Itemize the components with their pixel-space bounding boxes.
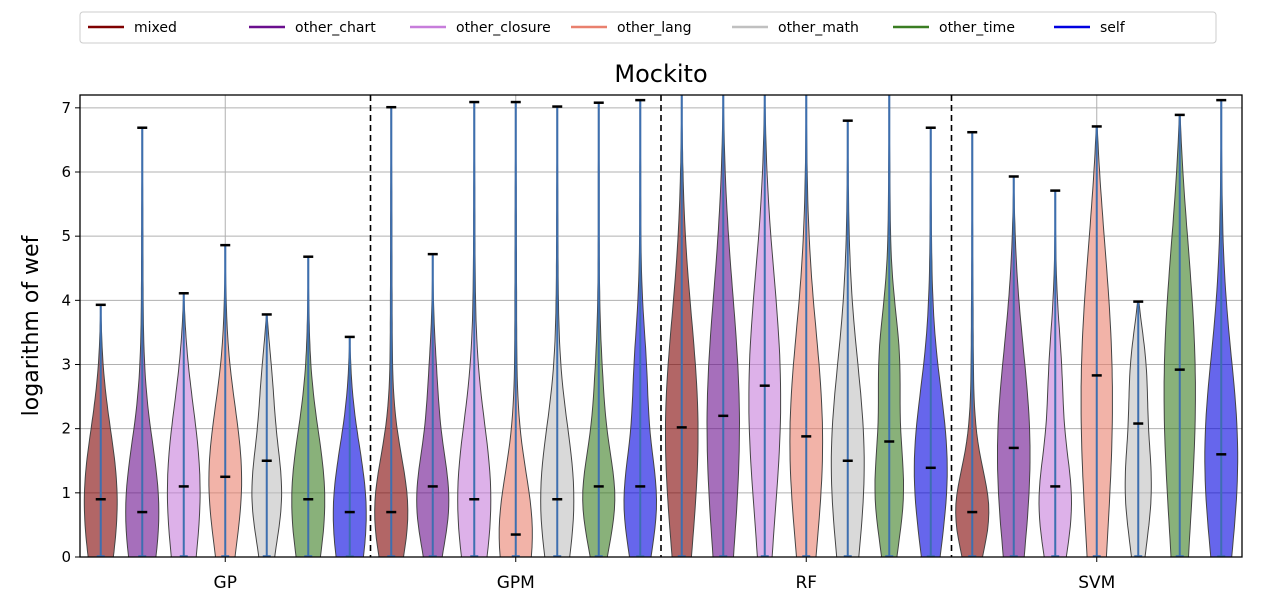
legend-item-other_closure: other_closure [410,20,551,36]
violin-other_chart-svm [997,175,1031,558]
violin-other_closure-rf [748,94,782,558]
chart-title: Mockito [614,60,707,88]
y-axis-label: logarithm of wef [19,234,44,416]
legend: mixed other_chart other_closure other_lang o… [79,11,1217,44]
violin-other_math-svm [1124,300,1152,558]
violin-other_lang-gp [208,243,243,558]
x-tick-label: RF [795,573,817,593]
legend-item-other_chart: other_chart [249,20,376,36]
violin-other_time-gpm [582,101,616,558]
x-tick-label: GPM [497,573,535,593]
violin-self-gp [332,335,367,558]
y-tick-label: 4 [61,291,71,309]
violin-self-svm [1204,98,1239,558]
violins [83,94,1239,558]
violin-self-rf [913,126,948,558]
violin-other_time-rf [874,94,904,558]
y-axis-ticks: 0 1 2 3 4 5 6 7 [61,99,80,566]
x-tick-label: SVM [1078,573,1115,593]
x-axis-ticks: GP GPM RF SVM [214,557,1115,593]
violin-mixed-svm [955,130,990,558]
violin-other_time-svm [1163,113,1196,558]
violin-mixed-gpm [374,105,409,558]
y-tick-label: 3 [61,356,71,374]
violin-other_closure-gp [166,292,201,558]
violin-mixed-gp [83,303,118,558]
legend-frame [79,11,1217,44]
legend-label: other_math [778,20,859,36]
legend-label: other_lang [617,20,692,36]
y-tick-label: 0 [61,548,71,566]
legend-label: mixed [134,20,177,36]
legend-label: other_closure [456,20,551,36]
legend-label: self [1100,20,1126,36]
violin-other_math-rf [830,119,865,558]
legend-item-self: self [1054,20,1126,36]
violin-other_chart-gpm [416,252,450,558]
legend-item-mixed: mixed [88,20,177,36]
y-tick-label: 5 [61,227,71,245]
violin-other_math-gpm [540,105,575,558]
y-tick-label: 1 [61,484,71,502]
violin-other_lang-svm [1080,125,1113,558]
violin-other_lang-gpm [498,100,533,558]
legend-item-other_math: other_math [732,20,859,36]
plot-frame [79,94,1243,558]
violin-other_time-gp [291,255,326,558]
violin-other_lang-rf [789,94,824,558]
violin-self-gpm [623,98,658,558]
y-tick-label: 7 [61,99,71,117]
violin-mixed-rf [665,94,699,558]
legend-label: other_time [939,20,1015,36]
legend-item-other_lang: other_lang [571,20,692,36]
legend-label: other_chart [295,20,376,36]
violin-other_closure-svm [1038,189,1073,558]
x-tick-label: GP [214,573,237,593]
y-tick-label: 2 [61,420,71,438]
legend-item-other_time: other_time [893,20,1015,36]
violin-other_chart-rf [706,94,741,558]
group-separators [369,95,953,557]
violin-other_math-gp [251,313,283,558]
y-tick-label: 6 [61,163,71,181]
violin-other_closure-gpm [457,100,492,558]
violin-other_chart-gp [125,126,160,558]
